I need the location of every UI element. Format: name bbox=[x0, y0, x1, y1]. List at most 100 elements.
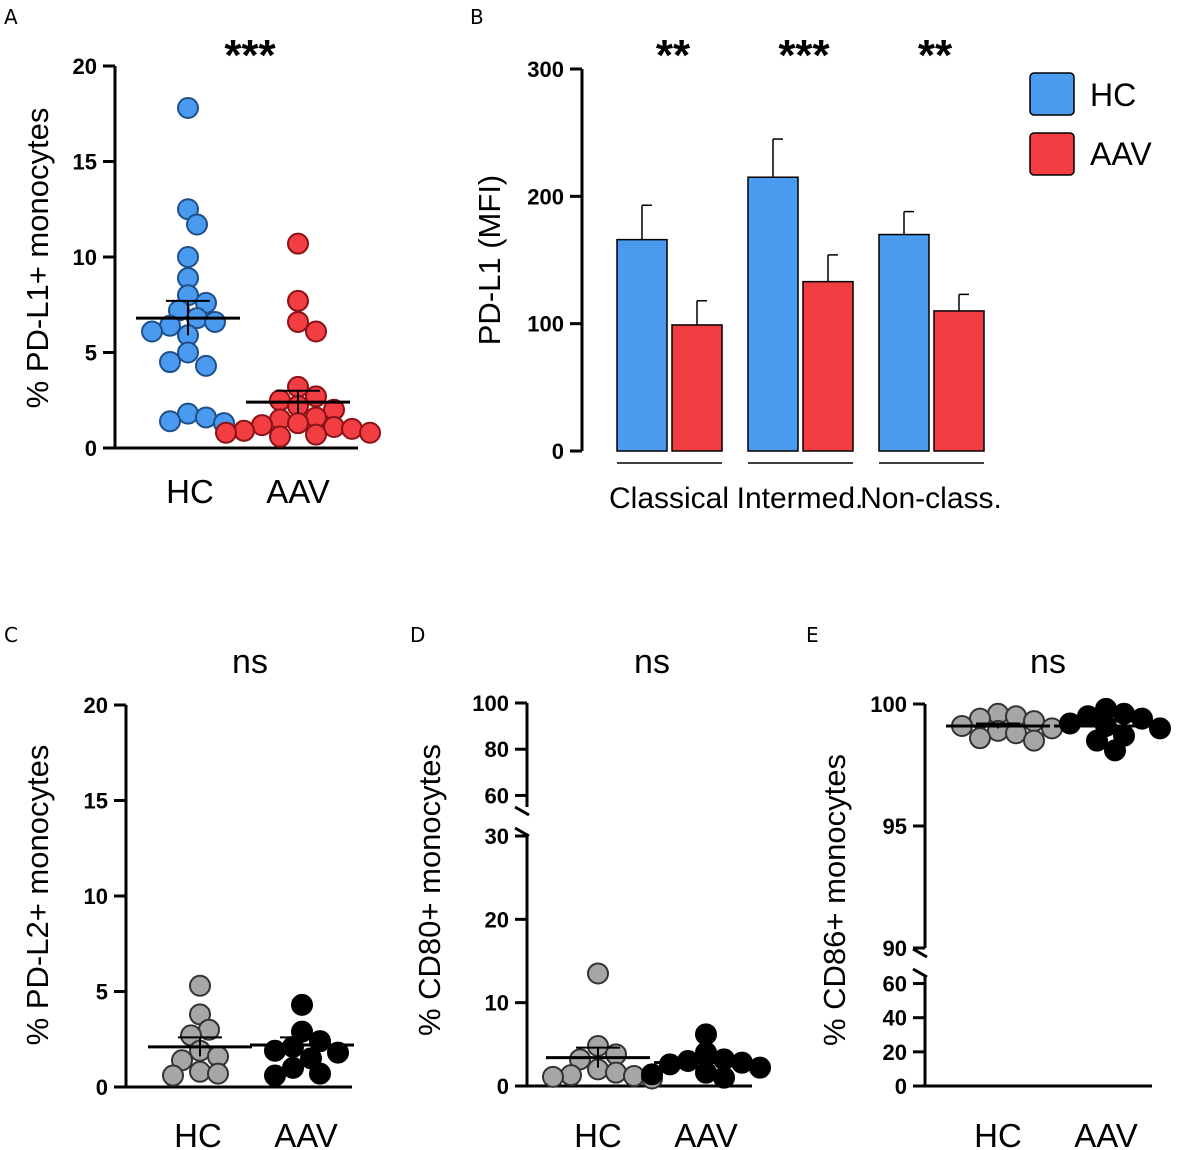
data-points bbox=[136, 97, 381, 448]
y-tick-label: 60 bbox=[883, 972, 907, 997]
data-point bbox=[341, 417, 363, 440]
data-point bbox=[177, 97, 199, 120]
data-points bbox=[946, 697, 1171, 762]
data-point bbox=[659, 1053, 681, 1076]
data-point bbox=[305, 320, 327, 343]
panel-a: A *** % PD-L1+ monocytes 0 5 10 15 20 HC AAV bbox=[4, 5, 381, 510]
data-point bbox=[287, 289, 309, 312]
data-point bbox=[969, 727, 991, 750]
legend-label-hc: HC bbox=[1090, 77, 1136, 113]
bar bbox=[933, 310, 985, 452]
y-tick-label: 10 bbox=[73, 245, 97, 270]
data-point bbox=[189, 974, 211, 997]
data-point bbox=[1041, 717, 1063, 740]
data-point bbox=[605, 1061, 627, 1084]
y-tick-label: 20 bbox=[73, 54, 97, 79]
bar bbox=[802, 280, 854, 452]
data-point bbox=[641, 1063, 663, 1086]
data-point bbox=[1149, 717, 1171, 740]
data-point bbox=[1023, 729, 1045, 752]
data-point bbox=[1023, 710, 1045, 733]
y-tick-label: 10 bbox=[485, 991, 509, 1016]
y-axis-label: PD-L1 (MFI) bbox=[472, 175, 507, 346]
y-tick-label: 15 bbox=[84, 789, 108, 814]
y-tick-label: 10 bbox=[84, 884, 108, 909]
category-label: Non-class. bbox=[860, 482, 1002, 515]
significance-label: ** bbox=[656, 31, 691, 80]
y-tick-label: 100 bbox=[527, 312, 564, 337]
y-axis-label: % CD80+ monocytes bbox=[412, 744, 447, 1036]
data-point bbox=[269, 389, 291, 412]
data-point bbox=[359, 421, 381, 444]
y-tick-label: 0 bbox=[96, 1075, 108, 1100]
data-point bbox=[287, 232, 309, 255]
data-point bbox=[233, 419, 255, 442]
data-point bbox=[309, 1062, 331, 1085]
category-label-hc: HC bbox=[574, 1117, 622, 1150]
data-point bbox=[195, 354, 217, 377]
data-point bbox=[1077, 705, 1099, 728]
y-axis: 0 5 10 15 20 bbox=[84, 693, 352, 1100]
y-tick-label: 0 bbox=[85, 436, 97, 461]
panel-e: E ns % CD86+ monocytes 0 20 40 60 90 95 100 HC… bbox=[806, 623, 1171, 1150]
legend-swatch-hc bbox=[1029, 72, 1075, 116]
data-point bbox=[560, 1064, 582, 1087]
y-axis-label: % PD-L1+ monocytes bbox=[20, 108, 55, 409]
y-tick-label: 20 bbox=[485, 907, 509, 932]
data-point bbox=[677, 1050, 699, 1072]
y-tick-label: 5 bbox=[96, 980, 108, 1005]
data-point bbox=[291, 993, 313, 1016]
data-point bbox=[177, 402, 199, 425]
data-point bbox=[623, 1065, 645, 1087]
significance-label: ** bbox=[918, 31, 953, 80]
y-tick-label: 20 bbox=[883, 1040, 907, 1065]
data-point bbox=[282, 1056, 304, 1079]
data-point bbox=[327, 1041, 349, 1064]
bar bbox=[747, 176, 799, 452]
data-points bbox=[542, 962, 771, 1090]
category-label: Intermed. bbox=[737, 482, 864, 515]
y-tick-label: 0 bbox=[895, 1074, 907, 1099]
data-point bbox=[1086, 729, 1108, 752]
legend-label-aav: AAV bbox=[1090, 136, 1152, 172]
legend: HC AAV bbox=[1029, 72, 1152, 176]
category-label-aav: AAV bbox=[266, 473, 330, 510]
y-tick-label: 15 bbox=[73, 150, 97, 175]
data-point bbox=[215, 421, 237, 444]
y-tick-label: 80 bbox=[485, 737, 509, 762]
data-point bbox=[587, 962, 609, 985]
y-tick-label: 200 bbox=[527, 184, 564, 209]
category-label-hc: HC bbox=[166, 473, 214, 510]
y-tick-label: 100 bbox=[870, 692, 907, 717]
y-axis: 0 100 200 300 bbox=[527, 57, 584, 464]
data-point bbox=[189, 1060, 211, 1083]
panel-b: B PD-L1 (MFI) 0 100 200 300 Classical ** Inte… bbox=[470, 5, 1152, 515]
bar bbox=[671, 324, 723, 452]
significance-label: *** bbox=[778, 31, 830, 80]
y-tick-label: 30 bbox=[485, 824, 509, 849]
y-tick-label: 0 bbox=[552, 439, 564, 464]
data-point bbox=[159, 351, 181, 374]
panel-label: A bbox=[4, 5, 18, 29]
data-point bbox=[323, 415, 345, 438]
y-tick-label: 300 bbox=[527, 57, 564, 82]
panel-label: B bbox=[470, 5, 484, 29]
y-tick-label: 60 bbox=[485, 783, 509, 808]
category-label-hc: HC bbox=[174, 1117, 222, 1150]
category-label-aav: AAV bbox=[274, 1117, 338, 1150]
category-label-hc: HC bbox=[974, 1117, 1022, 1150]
panel-label: D bbox=[410, 623, 425, 647]
data-point bbox=[542, 1065, 564, 1088]
y-axis: 0 10 20 30 60 80 100 bbox=[472, 691, 752, 1099]
y-tick-label: 40 bbox=[883, 1006, 907, 1031]
significance-label: *** bbox=[224, 31, 276, 80]
y-axis-label: % PD-L2+ monocytes bbox=[20, 745, 55, 1046]
data-point bbox=[159, 410, 181, 433]
category-label-aav: AAV bbox=[674, 1117, 738, 1150]
y-tick-label: 100 bbox=[472, 691, 509, 716]
y-tick-label: 90 bbox=[883, 936, 907, 961]
significance-label: ns bbox=[634, 643, 670, 681]
category-label-aav: AAV bbox=[1074, 1117, 1138, 1150]
axis-break-mark bbox=[514, 826, 530, 838]
